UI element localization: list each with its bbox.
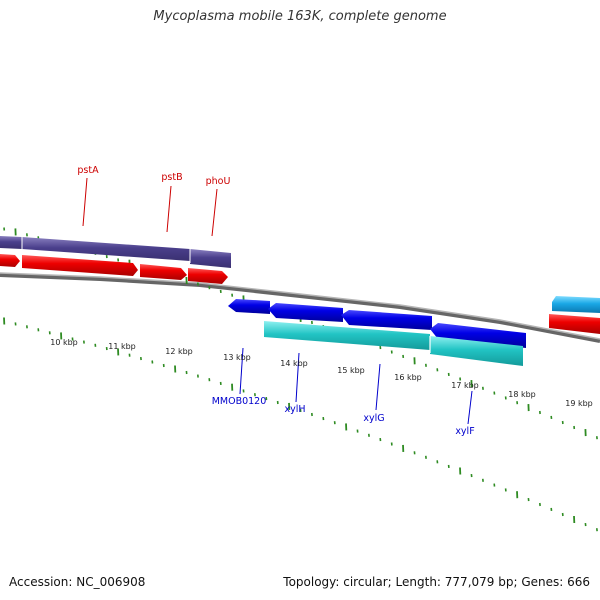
label-leader-line (82, 177, 88, 227)
right-edge-features (549, 296, 600, 334)
ruler-labels: 10 kbp 11 kbp 12 kbp 13 kbp 14 kbp 15 kb… (50, 338, 593, 408)
lower-tick-ruler (3, 317, 598, 532)
gene-label-xylh: xylH (284, 404, 305, 415)
gene-label-xylg: xylG (363, 413, 384, 424)
gene-feature (552, 296, 600, 313)
gene-label-mmob0120: MMOB0120 (212, 396, 267, 407)
gene-feature (22, 237, 190, 261)
label-leader-line (295, 352, 300, 403)
cds-arrow-mmob0120 (228, 299, 270, 314)
backbone-line (0, 272, 600, 340)
ruler-label: 10 kbp (50, 338, 78, 347)
ruler-label: 14 kbp (280, 359, 308, 368)
cds-arrow-xylg (341, 310, 432, 330)
forward-gene-track (0, 236, 231, 268)
forward-gene-labels: pstA pstB phoU (77, 165, 231, 237)
ruler-label: 11 kbp (108, 342, 136, 351)
cds-arrow (0, 254, 20, 267)
ruler-label: 12 kbp (165, 347, 193, 356)
ruler-label: 18 kbp (508, 390, 536, 399)
cds-arrow-xylf (430, 323, 526, 348)
cds-arrow-phou (188, 268, 228, 284)
label-leader-line (239, 347, 244, 395)
gene-feature (190, 249, 231, 268)
accession-text: Accession: NC_006908 (9, 575, 146, 589)
topology-text: Topology: circular; Length: 777,079 bp; … (283, 575, 590, 589)
cds-arrow-psta (22, 255, 138, 276)
ruler-label: 17 kbp (451, 381, 479, 390)
ruler-label: 15 kbp (337, 366, 365, 375)
cds-arrow-pstb (140, 264, 187, 280)
cds-arrow (549, 314, 600, 334)
gene-feature (0, 236, 22, 249)
label-leader-line (211, 188, 218, 237)
gene-label-psta: pstA (77, 165, 99, 176)
gene-label-phou: phoU (206, 176, 231, 187)
backbone-shadow (0, 273, 600, 343)
label-leader-line (166, 185, 172, 233)
ruler-label: 13 kbp (223, 353, 251, 362)
cds-arrow-xylh (268, 303, 343, 322)
forward-cds-track (0, 254, 228, 284)
reverse-gene-labels: MMOB0120 xylH xylG xylF (212, 347, 475, 437)
gene-feature (430, 336, 523, 366)
gene-feature (264, 321, 430, 350)
map-title: Mycoplasma mobile 163K, complete genome (153, 9, 447, 24)
label-leader-line (467, 390, 473, 425)
gene-label-xylf: xylF (455, 426, 474, 437)
reverse-cds-track (228, 299, 526, 348)
gene-label-pstb: pstB (161, 172, 182, 183)
reverse-gene-track (264, 321, 523, 366)
ruler-label: 16 kbp (394, 373, 422, 382)
ruler-label: 19 kbp (565, 399, 593, 408)
label-leader-line (375, 363, 381, 411)
